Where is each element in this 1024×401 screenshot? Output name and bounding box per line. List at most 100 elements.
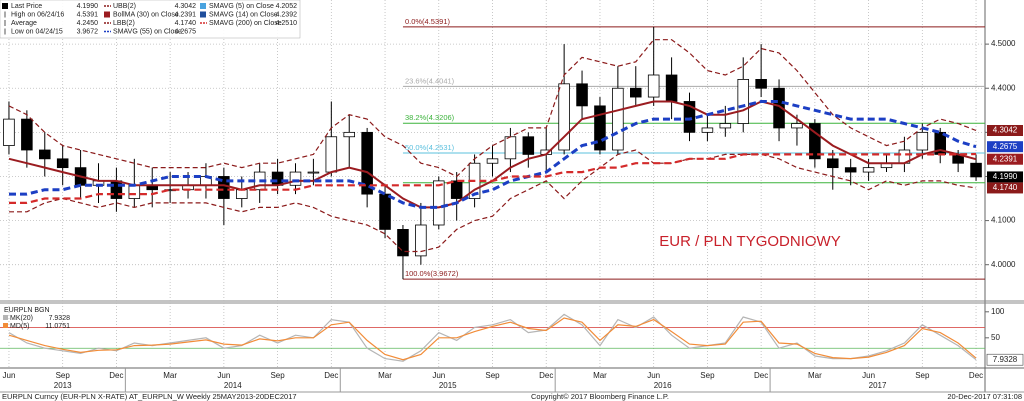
legend-value: 4.5391 [77, 11, 99, 18]
legend-swatch [2, 3, 8, 9]
fib-label: 50.0%(4.2531) [405, 143, 455, 152]
series-line [9, 100, 977, 209]
legend-swatch [200, 3, 206, 9]
x-tick-label: Dec [324, 371, 338, 380]
x-tick-label: Jun [647, 371, 660, 380]
legend-value: 3.9672 [77, 28, 99, 35]
x-tick-label: Dec [539, 371, 553, 380]
candle-body [862, 167, 875, 173]
candle-body [343, 131, 356, 138]
candle-body [576, 83, 588, 107]
legend-label: SMAVG (200) on Close [209, 20, 282, 27]
legend-value: 4.2052 [276, 3, 298, 10]
candle-body [361, 131, 373, 195]
candle-body [809, 123, 821, 160]
candle-body [486, 158, 499, 164]
candle-body [558, 83, 570, 151]
price-tag-label: 4.1740 [993, 183, 1018, 192]
legend-value: 4.2450 [77, 20, 99, 27]
legend-label: SMAVG (55) on Close [113, 28, 182, 35]
candle-body [970, 162, 982, 178]
legend-label: SMAVG (5) on Close [209, 3, 274, 10]
legend-value: 4.2675 [175, 28, 197, 35]
candle-body [594, 105, 606, 151]
legend-box [0, 0, 301, 39]
candle-body [665, 74, 678, 102]
candle-body [522, 136, 535, 155]
x-tick-label: Sep [915, 371, 930, 380]
legend-label: Low on 04/24/15 [11, 28, 63, 35]
price-tag [987, 141, 1023, 153]
y-tick-label: 4.5000 [991, 39, 1016, 48]
x-tick-label: Mar [378, 371, 392, 380]
legend-value: 4.2510 [276, 20, 298, 27]
footer-right: 20-Dec-2017 07:31:08 [947, 392, 1022, 401]
candle-body [21, 118, 33, 151]
series-line [8, 39, 977, 178]
candle-body [701, 127, 714, 133]
x-tick-label: Sep [270, 371, 285, 380]
candle-body [827, 158, 839, 169]
price-tag [987, 171, 1023, 183]
legend-label: High on 06/24/16 [11, 11, 64, 18]
legend-label: MK(20) [10, 315, 33, 322]
candle-body [450, 180, 463, 199]
candle-body [56, 158, 69, 169]
candle-body [683, 101, 696, 133]
legend-value: 11.0751 [45, 323, 70, 330]
candle-body [504, 136, 517, 160]
x-tick-label: Mar [163, 371, 177, 380]
price-tag-label: 4.3042 [993, 126, 1018, 135]
candle-body [415, 224, 427, 257]
legend-swatch [3, 315, 8, 320]
candle-body [110, 180, 123, 199]
candle-body [647, 74, 660, 98]
price-tag-label: 4.1990 [993, 172, 1018, 181]
candle-body [325, 136, 338, 173]
candle-body [612, 87, 624, 151]
candle-body [235, 189, 248, 199]
series-line [8, 317, 977, 361]
candle-body [271, 171, 284, 186]
candle-body [307, 171, 320, 174]
candle-body [719, 123, 732, 129]
value-tag [986, 353, 1024, 366]
fib-label: 100.0%(3.9672) [405, 269, 459, 278]
candle-body [630, 87, 642, 98]
x-year-label: 2014 [224, 381, 242, 390]
legend-label: LBB(2) [113, 20, 135, 27]
series-line [9, 152, 977, 204]
candle-body [773, 87, 785, 129]
x-tick-label: Sep [485, 371, 500, 380]
footer-left: EURPLN Curncy (EUR-PLN X-RATE) AT_EURPLN… [2, 392, 297, 401]
price-tag [987, 182, 1023, 194]
candle-body [39, 149, 51, 160]
price-tag [987, 153, 1023, 165]
legend-value: 7.9328 [49, 315, 71, 322]
y-tick-label: 100 [991, 307, 1005, 316]
legend-label: SMAVG (14) on Close [209, 11, 278, 18]
y-tick-label: 4.1000 [991, 216, 1016, 225]
legend-label: UBB(2) [113, 3, 136, 10]
candle-body [128, 184, 141, 199]
candle-body [432, 180, 445, 226]
candle-body [379, 193, 391, 230]
legend-label: MD(5) [10, 323, 29, 330]
x-tick-label: Jun [3, 371, 16, 380]
legend-label: Average [11, 20, 37, 27]
series-line [8, 313, 977, 362]
price-tag-label: 4.2391 [993, 154, 1018, 163]
y-tick-label: 50 [991, 333, 1000, 342]
x-tick-label: Dec [969, 371, 983, 380]
legend-title: EURPLN BGN [4, 307, 50, 314]
x-tick-label: Sep [700, 371, 715, 380]
candle-body [737, 79, 750, 124]
x-year-label: 2016 [654, 381, 672, 390]
x-year-label: 2013 [54, 381, 72, 390]
x-tick-label: Mar [593, 371, 607, 380]
candle-body [916, 131, 929, 151]
x-tick-label: Dec [754, 371, 768, 380]
x-tick-label: Mar [808, 371, 822, 380]
price-tag-label: 4.2675 [993, 142, 1018, 151]
